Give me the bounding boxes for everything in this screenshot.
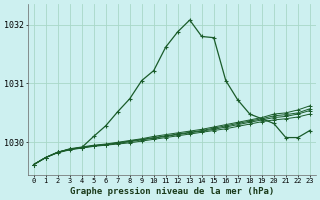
X-axis label: Graphe pression niveau de la mer (hPa): Graphe pression niveau de la mer (hPa) xyxy=(70,187,274,196)
